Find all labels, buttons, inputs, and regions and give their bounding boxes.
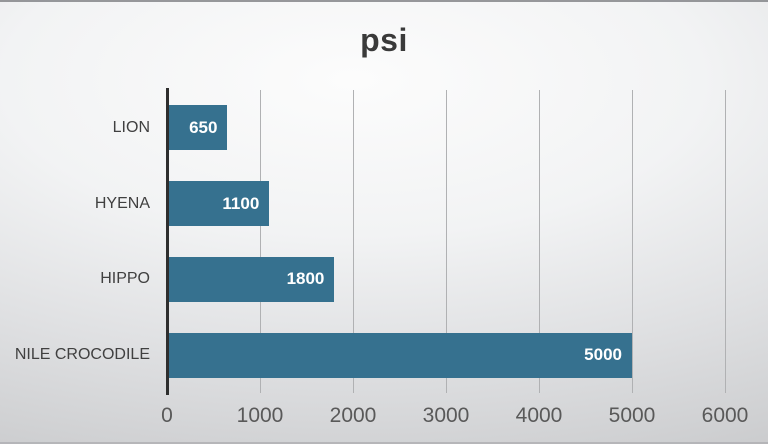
x-tick-label-0: 0	[161, 404, 173, 427]
bar-lion: 650	[169, 105, 228, 151]
category-label-lion: LION	[112, 118, 150, 136]
x-tick-label-2000: 2000	[329, 404, 377, 427]
gridline-4000	[539, 90, 540, 393]
x-tick-label-6000: 6000	[701, 404, 749, 427]
bar-value-label: 5000	[584, 345, 622, 365]
category-axis-line	[166, 88, 169, 395]
chart-title: psi	[360, 22, 408, 58]
category-label-hippo: HIPPO	[100, 270, 150, 288]
x-tick-label-4000: 4000	[515, 404, 563, 427]
gridline-1000	[260, 90, 261, 393]
category-label-hyena: HYENA	[94, 194, 150, 212]
x-tick-label-1000: 1000	[236, 404, 284, 427]
bar-value-label: 1800	[286, 269, 325, 289]
x-tick-label-3000: 3000	[422, 404, 470, 427]
gridline-2000	[353, 90, 354, 393]
gridline-3000	[446, 90, 447, 393]
bar-value-label: 650	[189, 117, 218, 137]
bar-hyena: 1100	[169, 181, 270, 227]
category-label-nile-crocodile: NILE CROCODILE	[14, 346, 150, 364]
x-tick-label-5000: 5000	[608, 404, 656, 427]
slide-top-border	[0, 0, 768, 2]
gridline-6000	[725, 90, 726, 393]
bar-hippo: 1800	[169, 256, 335, 302]
slide-bottom-border	[0, 442, 768, 444]
bar-value-label: 1100	[222, 193, 260, 213]
gridline-5000	[632, 90, 633, 393]
bar-nile-crocodile: 5000	[169, 332, 632, 378]
